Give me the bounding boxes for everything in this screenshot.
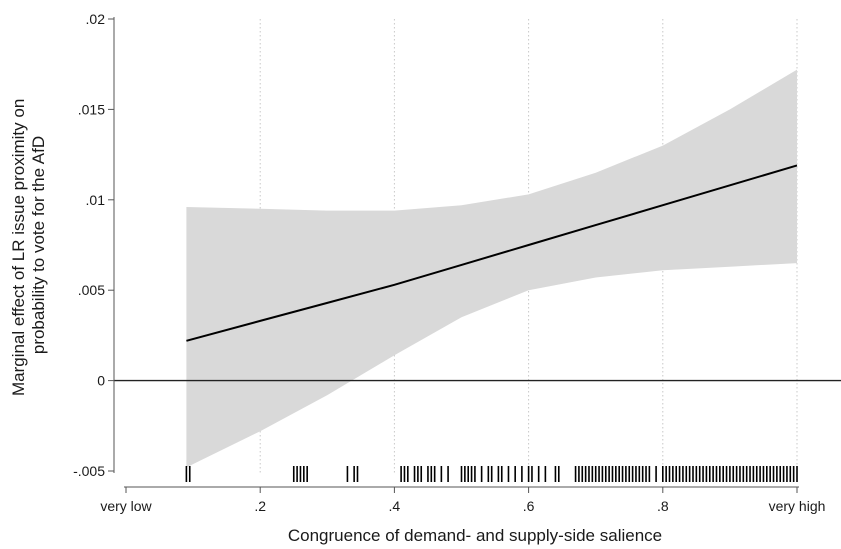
y-axis-title: Marginal effect of LR issue proximity on… [9,94,48,396]
y-tick-label: 0 [97,373,105,389]
marginal-effect-line [186,164,798,342]
y-tick-label: .005 [78,282,105,298]
y-tick-label: .015 [78,101,105,117]
y-axis-title-line-1: Marginal effect of LR issue proximity on [9,99,28,396]
y-tick-label: -.005 [73,463,105,479]
axes [113,17,799,488]
y-axis-ticks: -.005 0 .005 .01 .015 .02 [73,11,114,479]
x-tick-label: .6 [523,498,535,514]
x-tick-label: .8 [657,498,669,514]
y-tick-label: .02 [86,11,106,27]
x-tick-label: .2 [254,498,266,514]
x-axis-ticks: very low .2 .4 .6 .8 very high [100,487,825,514]
rug-plot [185,466,798,482]
x-tick-label: very high [769,498,826,514]
confidence-band [186,69,797,468]
y-axis-title-line-2: probability to vote for the AfD [29,136,48,354]
x-axis-title: Congruence of demand- and supply-side sa… [288,526,662,545]
y-tick-label: .01 [86,192,106,208]
x-tick-label: very low [100,498,152,514]
x-tick-label: .4 [389,498,401,514]
